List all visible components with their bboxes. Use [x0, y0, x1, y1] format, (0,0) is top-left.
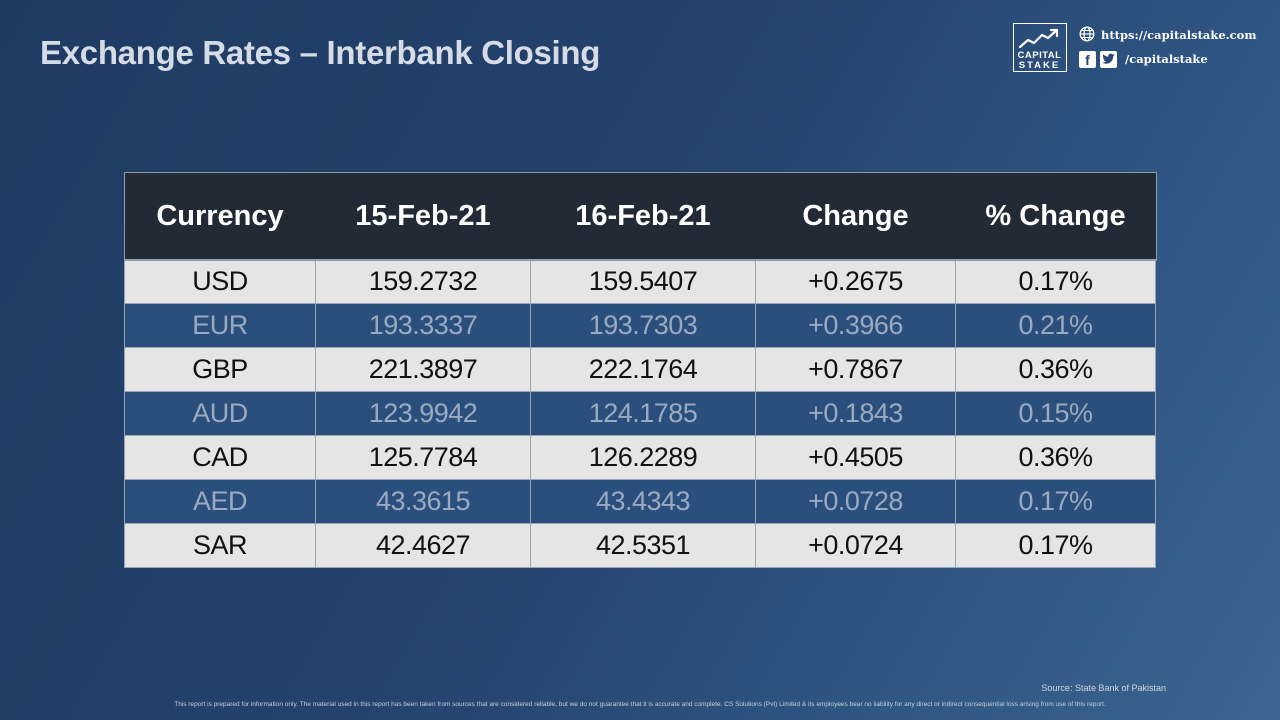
header-currency: Currency	[124, 173, 316, 260]
cell-rate-2: 124.1785	[530, 391, 756, 436]
cell-change: +0.1843	[755, 391, 956, 436]
exchange-rates-table: Currency 15-Feb-21 16-Feb-21 Change % Ch…	[123, 172, 1157, 568]
header-date-1: 15-Feb-21	[315, 173, 531, 260]
cell-rate-2: 126.2289	[530, 435, 756, 480]
cell-rate-1: 123.9942	[315, 391, 531, 436]
cell-currency: EUR	[124, 303, 316, 348]
table-header-row: Currency 15-Feb-21 16-Feb-21 Change % Ch…	[123, 172, 1157, 261]
table-row: CAD 125.7784 126.2289 +0.4505 0.36%	[124, 435, 1156, 480]
cell-currency: SAR	[124, 523, 316, 568]
chart-trend-icon	[1018, 28, 1059, 49]
website-link-row[interactable]: https://capitalstake.com	[1079, 25, 1257, 45]
table-row: AUD 123.9942 124.1785 +0.1843 0.15%	[124, 391, 1156, 436]
header-change: Change	[755, 173, 956, 260]
facebook-icon[interactable]: f	[1079, 50, 1096, 68]
cell-change: +0.7867	[755, 347, 956, 392]
capitalstake-logo[interactable]: CAPITAL STAKE	[1013, 23, 1067, 72]
cell-change: +0.0728	[755, 479, 956, 524]
twitter-icon[interactable]	[1100, 50, 1117, 68]
cell-pct-change: 0.15%	[955, 391, 1156, 436]
header-pct-change: % Change	[955, 173, 1156, 260]
table-row: AED 43.3615 43.4343 +0.0728 0.17%	[124, 479, 1156, 524]
cell-rate-1: 125.7784	[315, 435, 531, 480]
cell-pct-change: 0.21%	[955, 303, 1156, 348]
cell-currency: AUD	[124, 391, 316, 436]
social-handle[interactable]: /capitalstake	[1125, 52, 1208, 66]
source-note: Source: State Bank of Pakistan	[1041, 683, 1166, 693]
table-row: EUR 193.3337 193.7303 +0.3966 0.21%	[124, 303, 1156, 348]
cell-rate-1: 42.4627	[315, 523, 531, 568]
table-row: USD 159.2732 159.5407 +0.2675 0.17%	[124, 259, 1156, 304]
cell-currency: USD	[124, 259, 316, 304]
logo-text-bottom: STAKE	[1018, 60, 1061, 71]
cell-rate-2: 42.5351	[530, 523, 756, 568]
disclaimer-text: This report is prepared for information …	[174, 701, 1106, 708]
table-row: SAR 42.4627 42.5351 +0.0724 0.17%	[124, 523, 1156, 568]
cell-currency: GBP	[124, 347, 316, 392]
cell-rate-2: 43.4343	[530, 479, 756, 524]
cell-rate-2: 193.7303	[530, 303, 756, 348]
cell-rate-2: 159.5407	[530, 259, 756, 304]
cell-change: +0.2675	[755, 259, 956, 304]
cell-rate-1: 43.3615	[315, 479, 531, 524]
cell-change: +0.0724	[755, 523, 956, 568]
cell-rate-2: 222.1764	[530, 347, 756, 392]
table-row: GBP 221.3897 222.1764 +0.7867 0.36%	[124, 347, 1156, 392]
header-date-2: 16-Feb-21	[530, 173, 756, 260]
cell-rate-1: 193.3337	[315, 303, 531, 348]
cell-rate-1: 159.2732	[315, 259, 531, 304]
cell-pct-change: 0.36%	[955, 347, 1156, 392]
cell-pct-change: 0.17%	[955, 479, 1156, 524]
logo-text-top: CAPITAL	[1017, 50, 1062, 61]
cell-currency: CAD	[124, 435, 316, 480]
cell-change: +0.4505	[755, 435, 956, 480]
social-link-row[interactable]: f /capitalstake	[1079, 50, 1208, 68]
cell-pct-change: 0.36%	[955, 435, 1156, 480]
globe-icon	[1079, 25, 1095, 45]
cell-pct-change: 0.17%	[955, 259, 1156, 304]
page-title: Exchange Rates – Interbank Closing	[40, 34, 601, 71]
cell-pct-change: 0.17%	[955, 523, 1156, 568]
cell-rate-1: 221.3897	[315, 347, 531, 392]
cell-change: +0.3966	[755, 303, 956, 348]
cell-currency: AED	[124, 479, 316, 524]
brand-block: CAPITAL STAKE https://capitalstake.com f…	[1013, 23, 1257, 75]
website-link[interactable]: https://capitalstake.com	[1101, 28, 1257, 42]
